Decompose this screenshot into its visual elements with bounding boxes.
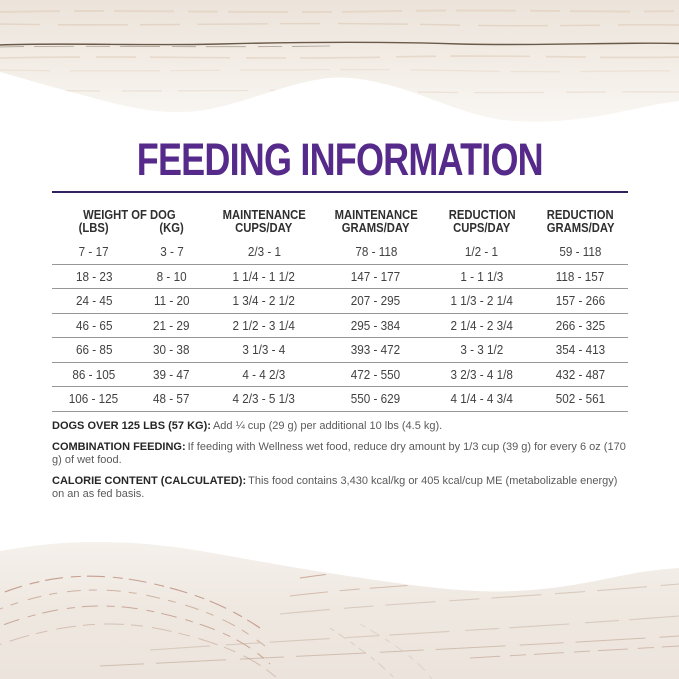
cell-weight-kg: 39 - 47 xyxy=(153,366,190,382)
table-row: 46 - 65 21 - 29 2 1/2 - 3 1/4 295 - 384 … xyxy=(52,314,628,338)
cell-reduction-grams: 502 - 561 xyxy=(555,391,605,407)
cell-maintenance-grams: 393 - 472 xyxy=(351,342,401,358)
cell-maintenance-cups: 4 - 4 2/3 xyxy=(242,366,286,382)
table-row: 24 - 45 11 - 20 1 3/4 - 2 1/2 207 - 295 … xyxy=(52,289,628,314)
header-lbs: (LBS) xyxy=(78,221,109,235)
cell-reduction-grams: 59 - 118 xyxy=(559,244,602,260)
header-reduction-grams-sub: GRAMS/DAY xyxy=(546,221,615,235)
cell-reduction-grams: 432 - 487 xyxy=(555,366,605,382)
table-row: 106 - 125 48 - 57 4 2/3 - 5 1/3 550 - 62… xyxy=(52,387,628,412)
header-reduction-grams-top: REDUCTION xyxy=(546,208,614,222)
cell-reduction-cups: 2 1/4 - 2 3/4 xyxy=(450,317,513,333)
note-label: CALORIE CONTENT (CALCULATED): xyxy=(52,474,247,487)
cell-maintenance-cups: 4 2/3 - 5 1/3 xyxy=(232,391,296,407)
table-body: 7 - 17 3 - 7 2/3 - 1 78 - 118 1/2 - 1 59… xyxy=(52,240,628,412)
notes-section: DOGS OVER 125 LBS (57 KG): Add ¼ cup (29 … xyxy=(52,420,632,509)
cell-weight-lbs: 7 - 17 xyxy=(78,244,109,260)
note-text: This food contains 3,430 kcal/kg or 405 … xyxy=(52,474,618,501)
cell-weight-lbs: 24 - 45 xyxy=(75,293,113,309)
cell-maintenance-grams: 472 - 550 xyxy=(351,366,401,382)
table-row: 66 - 85 30 - 38 3 1/3 - 4 393 - 472 3 - … xyxy=(52,338,628,363)
table-row: 7 - 17 3 - 7 2/3 - 1 78 - 118 1/2 - 1 59… xyxy=(52,240,628,265)
header-maintenance-grams-sub: GRAMS/DAY xyxy=(342,221,410,235)
cell-weight-lbs: 66 - 85 xyxy=(75,342,113,358)
cell-maintenance-grams: 78 - 118 xyxy=(354,244,397,260)
header-maintenance-cups-sub: CUPS/DAY xyxy=(235,221,293,235)
page-title-text: FEEDING INFORMATION xyxy=(136,134,543,185)
note-combination-feeding: COMBINATION FEEDING: If feeding with Well… xyxy=(52,441,632,468)
header-reduction-cups-sub: CUPS/DAY xyxy=(453,221,511,235)
cell-weight-lbs: 46 - 65 xyxy=(75,317,113,333)
header-row-top: WEIGHT OF DOG MAINTENANCE MAINTENANCE RE… xyxy=(52,209,628,222)
cell-reduction-cups: 1 - 1 1/3 xyxy=(460,268,504,284)
cell-reduction-cups: 3 - 3 1/2 xyxy=(460,342,504,358)
cell-weight-kg: 8 - 10 xyxy=(156,268,187,284)
cell-maintenance-grams: 550 - 629 xyxy=(351,391,401,407)
cell-maintenance-grams: 147 - 177 xyxy=(351,268,401,284)
cell-maintenance-cups: 3 1/3 - 4 xyxy=(242,342,286,358)
cell-maintenance-cups: 2/3 - 1 xyxy=(247,244,281,260)
table-row: 18 - 23 8 - 10 1 1/4 - 1 1/2 147 - 177 1… xyxy=(52,265,628,289)
cell-weight-kg: 48 - 57 xyxy=(153,391,190,407)
cell-maintenance-cups: 1 3/4 - 2 1/2 xyxy=(232,293,296,309)
cell-maintenance-cups: 2 1/2 - 3 1/4 xyxy=(232,317,296,333)
header-kg: (KG) xyxy=(159,221,184,235)
cell-reduction-grams: 118 - 157 xyxy=(555,268,605,284)
page-title: FEEDING INFORMATION xyxy=(0,134,679,186)
cell-reduction-grams: 354 - 413 xyxy=(555,342,605,358)
cell-reduction-cups: 4 1/4 - 4 3/4 xyxy=(450,391,513,407)
cell-reduction-grams: 266 - 325 xyxy=(555,317,605,333)
cell-weight-lbs: 106 - 125 xyxy=(69,391,119,407)
note-label: DOGS OVER 125 LBS (57 KG): xyxy=(52,420,211,432)
feeding-table: WEIGHT OF DOG MAINTENANCE MAINTENANCE RE… xyxy=(52,209,628,412)
cell-weight-kg: 21 - 29 xyxy=(153,317,190,333)
cell-weight-lbs: 18 - 23 xyxy=(75,268,113,284)
header-row-sub: (LBS) (KG) CUPS/DAY GRAMS/DAY CUPS/DAY G… xyxy=(52,222,628,235)
note-text: If feeding with Wellness wet food, reduc… xyxy=(52,440,626,467)
note-label: COMBINATION FEEDING: xyxy=(52,440,186,453)
cell-reduction-cups: 3 2/3 - 4 1/8 xyxy=(450,366,513,382)
wood-texture-top xyxy=(0,0,679,122)
cell-reduction-cups: 1/2 - 1 xyxy=(465,244,499,260)
header-weight-of-dog: WEIGHT OF DOG xyxy=(83,208,177,222)
cell-weight-lbs: 86 - 105 xyxy=(72,366,116,382)
cell-weight-kg: 3 - 7 xyxy=(159,244,184,260)
title-divider xyxy=(52,191,628,193)
note-text: Add ¼ cup (29 g) per additional 10 lbs (… xyxy=(212,420,443,432)
wood-texture-bottom xyxy=(0,542,679,679)
table-header: WEIGHT OF DOG MAINTENANCE MAINTENANCE RE… xyxy=(52,209,628,235)
cell-weight-kg: 30 - 38 xyxy=(153,342,190,358)
cell-weight-kg: 11 - 20 xyxy=(153,293,190,309)
header-maintenance-cups-top: MAINTENANCE xyxy=(222,208,306,222)
note-calorie-content: CALORIE CONTENT (CALCULATED): This food c… xyxy=(52,475,632,502)
cell-maintenance-grams: 207 - 295 xyxy=(351,293,401,309)
cell-maintenance-grams: 295 - 384 xyxy=(351,317,401,333)
header-maintenance-grams-top: MAINTENANCE xyxy=(334,208,418,222)
header-reduction-cups-top: REDUCTION xyxy=(448,208,516,222)
cell-maintenance-cups: 1 1/4 - 1 1/2 xyxy=(232,268,296,284)
cell-reduction-grams: 157 - 266 xyxy=(555,293,605,309)
note-dogs-over-125: DOGS OVER 125 LBS (57 KG): Add ¼ cup (29 … xyxy=(52,420,632,434)
table-row: 86 - 105 39 - 47 4 - 4 2/3 472 - 550 3 2… xyxy=(52,363,628,387)
cell-reduction-cups: 1 1/3 - 2 1/4 xyxy=(450,293,513,309)
